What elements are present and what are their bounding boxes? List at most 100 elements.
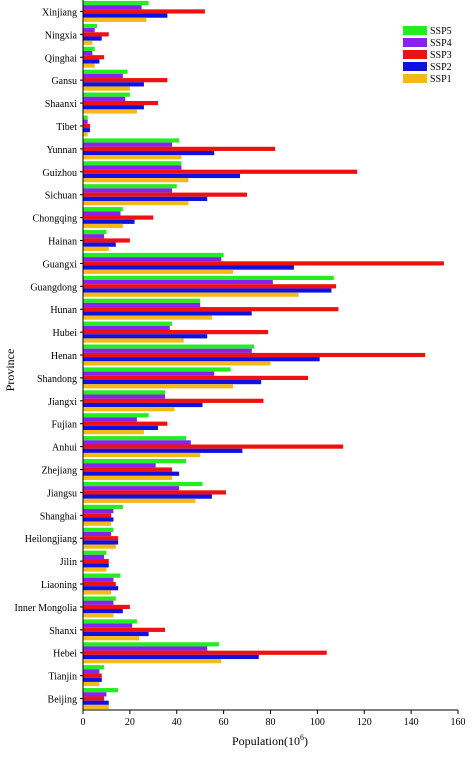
bar-ssp2-jilin: [83, 563, 109, 568]
bar-ssp4-jilin: [83, 554, 105, 560]
province-label: Sichuan: [45, 191, 77, 202]
bar-ssp2-liaoning: [83, 586, 119, 591]
bar-ssp5-heilongjiang: [83, 527, 114, 532]
bar-ssp4-hainan: [83, 234, 105, 239]
province-label: Guangxi: [43, 259, 78, 270]
legend-swatch-ssp1: [403, 74, 427, 83]
x-axis-label-superscript: 6: [300, 733, 304, 742]
province-label: Jiangxi: [48, 397, 77, 408]
bar-ssp5-qinghai: [83, 46, 95, 51]
bar-ssp3-heilongjiang: [83, 536, 119, 541]
bar-ssp2-shanxi: [83, 631, 149, 637]
province-label: Hubei: [53, 328, 78, 339]
bar-ssp3-tibet: [83, 123, 91, 129]
bar-ssp4-chongqing: [83, 211, 121, 216]
province-label: Shaanxi: [45, 99, 77, 110]
bar-ssp3-hunan: [83, 307, 339, 312]
bar-ssp3-jilin: [83, 559, 109, 564]
bar-ssp1-yunnan: [83, 155, 182, 160]
bar-ssp2-hebei: [83, 654, 259, 660]
bar-ssp1-shanxi: [83, 636, 140, 641]
province-label: Guizhou: [43, 168, 77, 179]
bar-ssp5-inner-mongolia: [83, 596, 116, 601]
bar-ssp2-zhejiang: [83, 471, 180, 476]
bar-ssp4-beijing: [83, 692, 107, 697]
bar-ssp4-guangxi: [83, 257, 222, 262]
bar-ssp2-fujian: [83, 425, 158, 431]
bar-ssp4-anhui: [83, 440, 191, 445]
bar-ssp1-xinjiang: [83, 17, 147, 22]
bar-ssp1-guangdong: [83, 292, 299, 297]
bar-ssp2-shanghai: [83, 517, 114, 522]
legend-swatch-ssp2: [403, 62, 427, 71]
bar-ssp2-inner-mongolia: [83, 609, 123, 614]
province-label: Henan: [51, 351, 77, 362]
legend-swatch-ssp3: [403, 50, 427, 59]
bar-ssp4-guangdong: [83, 279, 273, 285]
bar-ssp2-guizhou: [83, 173, 241, 179]
bar-ssp5-beijing: [83, 688, 119, 693]
bar-ssp1-guangxi: [83, 269, 233, 274]
bar-ssp1-guizhou: [83, 178, 189, 183]
bar-ssp4-liaoning: [83, 577, 114, 582]
bar-ssp2-ningxia: [83, 36, 102, 41]
bar-ssp3-inner-mongolia: [83, 604, 130, 610]
province-label: Tianjin: [48, 672, 77, 683]
bar-ssp1-ningxia: [83, 40, 93, 45]
province-label: Tibet: [56, 122, 77, 133]
bar-ssp5-hubei: [83, 321, 173, 326]
bar-ssp5-fujian: [83, 413, 149, 418]
bar-ssp2-gansu: [83, 82, 144, 87]
province-label: Heilongjiang: [25, 534, 77, 545]
bar-ssp1-jiangxi: [83, 407, 175, 412]
bar-ssp5-hebei: [83, 642, 219, 647]
bar-ssp3-guizhou: [83, 169, 358, 174]
bar-ssp5-zhejiang: [83, 459, 187, 464]
bar-ssp2-yunnan: [83, 150, 215, 156]
bar-ssp2-sichuan: [83, 196, 208, 201]
bar-ssp1-anhui: [83, 452, 201, 458]
bar-ssp1-hunan: [83, 315, 212, 320]
province-label: Liaoning: [41, 580, 77, 591]
bar-ssp1-heilongjiang: [83, 544, 116, 549]
bar-ssp4-gansu: [83, 73, 123, 79]
province-label: Shandong: [37, 374, 77, 385]
x-tick-labels: 0 20 40 60 80 100 120 140 160: [81, 710, 466, 728]
legend-label-ssp3: SSP3: [430, 50, 452, 61]
bar-ssp3-gansu: [83, 78, 168, 83]
bar-ssp5-henan: [83, 344, 255, 349]
province-label: Jiangsu: [47, 488, 77, 499]
bar-ssp1-chongqing: [83, 223, 123, 229]
bar-ssp1-liaoning: [83, 590, 112, 595]
bar-ssp4-zhejiang: [83, 463, 156, 468]
bar-ssp1-shaanxi: [83, 109, 137, 114]
x-tick-label: 100: [310, 717, 325, 728]
bar-ssp3-jiangsu: [83, 490, 226, 495]
province-label: Guangdong: [30, 282, 77, 293]
bar-ssp4-qinghai: [83, 50, 93, 56]
bar-ssp1-qinghai: [83, 63, 95, 68]
x-tick-label: 80: [266, 717, 276, 728]
x-tick-label: 20: [125, 717, 135, 728]
bar-ssp3-sichuan: [83, 192, 248, 197]
bar-ssp5-shanghai: [83, 504, 123, 510]
bar-ssp5-jiangsu: [83, 481, 203, 487]
province-label: Anhui: [52, 443, 77, 454]
bar-ssp4-hubei: [83, 325, 170, 330]
bar-ssp2-guangdong: [83, 288, 332, 293]
bar-ssp4-inner-mongolia: [83, 600, 114, 605]
bar-ssp3-guangdong: [83, 284, 337, 289]
province-label: Hainan: [48, 236, 77, 247]
bar-ssp4-fujian: [83, 417, 137, 422]
province-label: Shanghai: [40, 511, 77, 522]
province-label: Jilin: [60, 557, 77, 568]
bar-ssp4-jiangsu: [83, 486, 180, 491]
bar-ssp4-ningxia: [83, 28, 95, 33]
province-label: Gansu: [51, 76, 77, 87]
x-axis-label-main: Population(10: [232, 734, 300, 748]
bar-ssp2-chongqing: [83, 219, 135, 224]
bar-ssp1-gansu: [83, 86, 130, 91]
province-label: Beijing: [48, 695, 77, 706]
